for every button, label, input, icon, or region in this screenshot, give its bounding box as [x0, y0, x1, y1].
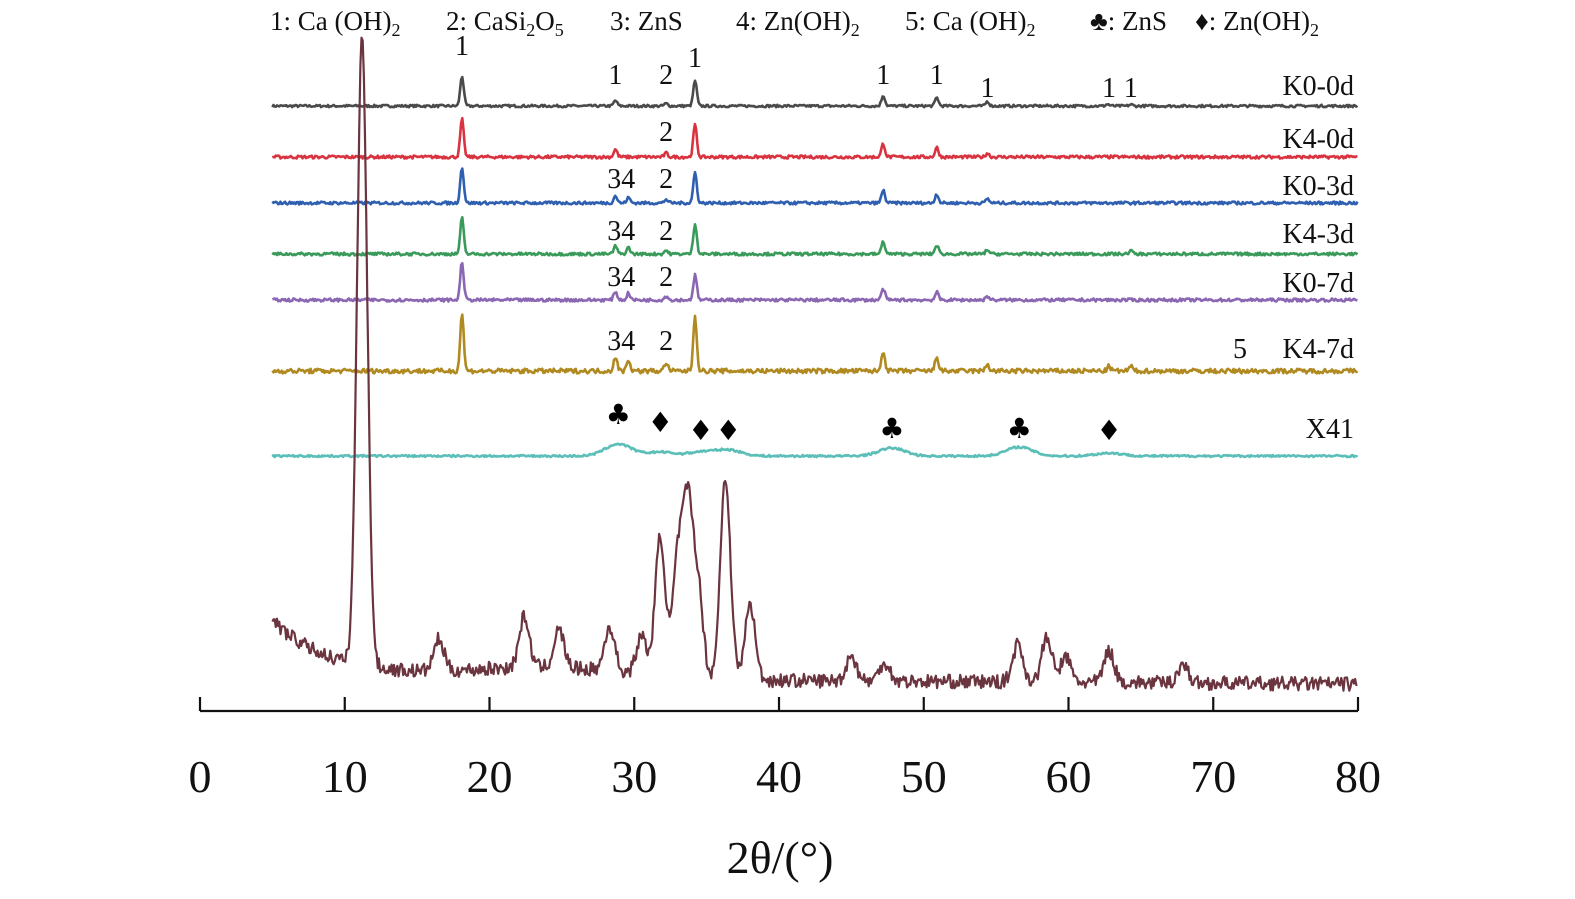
peak-label: 2	[659, 117, 673, 148]
x-tick-label: 0	[189, 751, 212, 802]
legend-item: 5: Ca (OH)2	[905, 6, 1035, 40]
legend-item: ♣: ZnS	[1090, 6, 1167, 36]
x-tick-label: 10	[322, 751, 368, 802]
x-tick-label: 70	[1190, 751, 1236, 802]
x-tick-label: 60	[1046, 751, 1092, 802]
peak-label: 2	[659, 216, 673, 247]
peak-label: ♦	[648, 406, 673, 439]
peak-label: 5	[1233, 334, 1247, 365]
series-label: K4-3d	[1282, 219, 1354, 250]
peak-label: 2	[659, 326, 673, 357]
peak-label: ♦	[688, 414, 713, 447]
chart-legend: 1: Ca (OH)2 2: CaSi2O5 3: ZnS 4: Zn(OH)2 5: …	[270, 6, 1319, 40]
legend-item: 1: Ca (OH)2	[270, 6, 400, 40]
series-trace	[271, 442, 1359, 459]
series-label: K4-7d	[1282, 334, 1354, 365]
peak-label: 34	[607, 326, 635, 357]
peak-label: 1	[876, 60, 890, 91]
series-label: K0-7d	[1282, 268, 1354, 299]
peak-label: 1	[980, 73, 994, 104]
series-trace	[271, 75, 1359, 109]
series-label: K4-0d	[1282, 124, 1354, 155]
series-trace	[271, 167, 1359, 206]
series-label: X41	[1306, 414, 1354, 445]
peak-label: 34	[607, 262, 635, 293]
peak-label: 2	[659, 164, 673, 195]
peak-label: ♣	[879, 412, 904, 445]
series-label: K0-0d	[1282, 71, 1354, 102]
peak-label: 2	[659, 262, 673, 293]
peak-label: 34	[607, 164, 635, 195]
peak-label: ♦	[716, 414, 741, 447]
legend-item: ♦: Zn(OH)2	[1195, 6, 1319, 40]
series-label: K0-3d	[1282, 171, 1354, 202]
peak-label: 34	[607, 216, 635, 247]
peak-label: 2	[659, 60, 673, 91]
series-trace	[272, 261, 1358, 303]
peak-label: 1	[930, 60, 944, 91]
series-trace	[271, 36, 1358, 692]
peak-label: 1	[608, 60, 622, 91]
peak-label: 1	[1124, 73, 1138, 104]
x-tick-label: 40	[756, 751, 802, 802]
x-axis: 0 10 20 30 40 50 60 70 80	[189, 697, 1381, 802]
x-tick-label: 80	[1335, 751, 1381, 802]
legend-item: 2: CaSi2O5	[446, 6, 564, 40]
series-trace	[271, 216, 1359, 257]
series-labels: K0-0d K4-0d K0-3d K4-3d K0-7d K4-7d 5 X41	[1233, 71, 1354, 445]
peak-label: 1	[1102, 73, 1116, 104]
x-tick-label: 20	[467, 751, 513, 802]
series-trace	[271, 313, 1359, 375]
legend-item: 4: Zn(OH)2	[736, 6, 860, 40]
x-axis-title: 2θ/(°)	[727, 832, 834, 883]
peak-label: 1	[455, 31, 469, 62]
peak-label: ♣	[1007, 412, 1032, 445]
series-trace	[271, 116, 1358, 160]
x-tick-label: 50	[901, 751, 947, 802]
x-tick-label: 30	[611, 751, 657, 802]
xrd-traces	[271, 36, 1359, 692]
peak-label: 1	[688, 43, 702, 74]
peak-label: ♣	[606, 398, 631, 431]
peak-label: ♦	[1096, 414, 1121, 447]
legend-item: 3: ZnS	[610, 6, 683, 36]
